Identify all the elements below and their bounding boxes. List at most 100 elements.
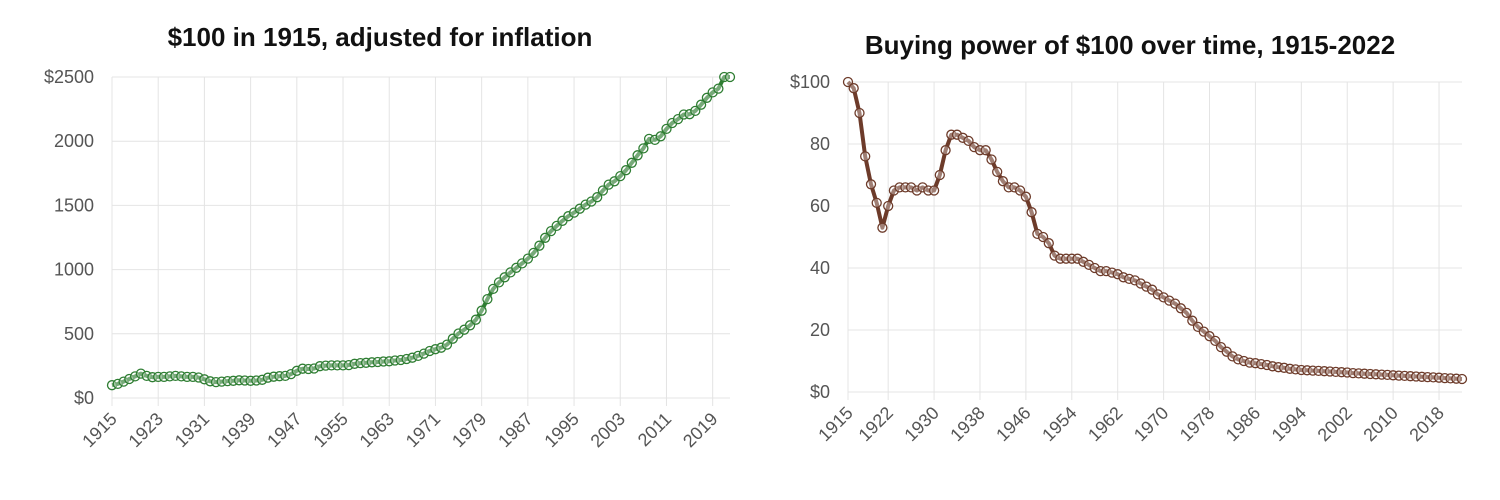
buying-power-data-point-1918[interactable]: 1918: 76 [860,151,871,162]
inflation-data-point-2016[interactable]: 2016: 2236 [690,105,701,117]
inflation-data-point-1941[interactable]: 1941: 142 [257,374,268,385]
buying-power-data-point-1931[interactable]: 1931: 70 [934,169,945,181]
inflation-data-point-1950[interactable]: 1950: 230 [308,363,320,374]
inflation-data-point-1970[interactable]: 1970: 366 [424,345,435,357]
buying-power-data-point-1922[interactable]: 1922: 60 [883,200,894,212]
inflation-data-point-2006[interactable]: 2006: 1890 [632,150,643,161]
buying-power-data-point-1939[interactable]: 1939: 78 [980,145,991,156]
inflation-data-point-1968[interactable]: 1968: 328 [412,350,424,362]
buying-power-data-point-1949[interactable]: 1949: 50 [1037,231,1049,243]
buying-power-data-point-1944[interactable]: 1944: 66 [1009,182,1020,193]
inflation-y-tick-label: 1500 [54,195,94,215]
inflation-data-point-2022[interactable]: 2022: 2720 [724,71,736,83]
inflation-data-point-1979[interactable]: 1979: 680 [476,305,487,316]
inflation-data-point-1999[interactable]: 1999: 1564 [592,192,603,203]
inflation-data-point-1971[interactable]: 1971: 380 [430,344,441,355]
inflation-data-point-2001[interactable]: 2001: 1662 [603,179,614,190]
buying-power-data-point-1948[interactable]: 1948: 51 [1032,228,1043,240]
buying-power-data-point-1916[interactable]: 1916: 98 [848,83,859,94]
buying-power-data-point-1951[interactable]: 1951: 44 [1049,250,1060,261]
inflation-data-point-1916[interactable]: 1916: 110 [112,378,123,390]
buying-power-data-point-1974[interactable]: 1974: 25.5 [1181,307,1192,319]
inflation-data-point-1978[interactable]: 1978: 610 [470,314,482,325]
buying-power-data-point-1966[interactable]: 1966: 35 [1135,278,1146,289]
buying-power-data-point-1919[interactable]: 1919: 67 [865,179,877,190]
buying-power-data-point-1923[interactable]: 1923: 65 [888,185,900,196]
buying-power-data-point-1947[interactable]: 1947: 58 [1026,207,1037,218]
buying-power-data-point-1975[interactable]: 1975: 23 [1187,315,1198,326]
buying-power-data-point-1934[interactable]: 1934: 83 [951,129,963,140]
buying-power-data-point-1937[interactable]: 1937: 79 [969,141,980,153]
buying-power-data-point-1969[interactable]: 1969: 31.5 [1152,289,1164,300]
buying-power-data-point-1983[interactable]: 1983: 10.5 [1233,354,1244,365]
buying-power-data-point-1961[interactable]: 1961: 38.5 [1106,267,1118,278]
inflation-data-point-1930[interactable]: 1930: 160 [193,372,204,383]
buying-power-data-point-1926[interactable]: 1926: 66 [905,182,917,193]
buying-power-data-point-1971[interactable]: 1971: 29.5 [1164,295,1175,306]
buying-power-data-point-1984[interactable]: 1984: 10 [1238,355,1250,367]
buying-power-data-point-1962[interactable]: 1962: 38 [1112,269,1123,280]
buying-power-data-point-1950[interactable]: 1950: 48 [1043,238,1054,249]
inflation-data-point-1990[interactable]: 1990: 1248 [540,232,551,243]
buying-power-data-point-1955[interactable]: 1955: 43 [1072,253,1083,264]
buying-power-data-point-1935[interactable]: 1935: 82 [957,132,968,143]
buying-power-data-point-1957[interactable]: 1957: 41 [1083,259,1095,271]
buying-power-data-point-1940[interactable]: 1940: 75 [986,154,997,165]
inflation-data-point-2009[interactable]: 2009: 2010 [649,134,661,146]
buying-power-data-point-1917[interactable]: 1917: 90 [854,107,865,119]
buying-power-data-point-1920[interactable]: 1920: 61 [871,197,882,209]
buying-power-data-point-1930[interactable]: 1930: 65 [928,185,940,196]
inflation-data-point-1931[interactable]: 1931: 146 [199,374,210,385]
buying-power-x-tick-label: 1962 [1084,403,1126,445]
inflation-x-tick-label: 2019 [679,409,721,451]
inflation-data-point-2010[interactable]: 2010: 2038 [655,131,666,142]
inflation-data-point-1980[interactable]: 1980: 770 [482,293,493,305]
inflation-data-point-2015[interactable]: 2015: 2210 [684,109,695,120]
inflation-data-point-2005[interactable]: 2005: 1832 [626,157,637,168]
chart-title-inflation-adjusted: $100 in 1915, adjusted for inflation [167,22,593,52]
buying-power-data-point-1956[interactable]: 1956: 42 [1078,256,1089,267]
inflation-data-point-1918[interactable]: 1918: 148 [124,373,135,385]
buying-power-data-point-1946[interactable]: 1946: 63 [1020,191,1032,202]
buying-power-x-tick-label: 1986 [1222,403,1264,445]
inflation-data-point-2004[interactable]: 2004: 1774 [620,165,632,176]
inflation-data-point-2017[interactable]: 2017: 2284 [695,99,707,110]
buying-power-x-tick-label: 2018 [1405,403,1447,445]
inflation-data-point-1967[interactable]: 1967: 314 [407,352,418,363]
buying-power-data-point-1928[interactable]: 1928: 66 [917,182,928,193]
buying-power-data-point-1915[interactable]: 1915: 100 [842,76,854,88]
buying-power-data-point-1941[interactable]: 1941: 71 [992,166,1003,178]
inflation-data-point-1947[interactable]: 1947: 212 [291,365,302,376]
inflation-data-point-1989[interactable]: 1989: 1186 [534,240,545,251]
inflation-data-point-1946[interactable]: 1946: 186 [285,368,297,380]
buying-power-data-point-1965[interactable]: 1965: 36 [1129,275,1141,286]
inflation-data-point-1945[interactable]: 1945: 172 [280,370,291,382]
inflation-data-point-1969[interactable]: 1969: 346 [418,348,430,359]
buying-power-y-tick-label: $100 [790,72,830,92]
inflation-data-point-1919[interactable]: 1919: 168 [129,371,141,382]
buying-power-data-point-1967[interactable]: 1967: 34 [1141,281,1152,292]
inflation-data-point-1972[interactable]: 1972: 392 [436,342,447,353]
inflation-data-point-1981[interactable]: 1981: 850 [488,283,499,295]
buying-power-data-point-1979[interactable]: 1979: 16.5 [1210,335,1221,347]
buying-power-data-point-1963[interactable]: 1963: 37 [1118,272,1129,283]
buying-power-data-point-1921[interactable]: 1921: 53 [877,222,888,233]
inflation-data-point-1917[interactable]: 1917: 128 [118,376,129,387]
buying-power-data-point-1936[interactable]: 1936: 81 [963,135,974,147]
buying-power-data-point-1927[interactable]: 1927: 65 [911,185,923,196]
inflation-data-point-2020[interactable]: 2020: 2410 [713,83,724,94]
buying-power-y-tick-label: 40 [810,258,830,278]
buying-power-data-point-1945[interactable]: 1945: 65 [1014,185,1026,196]
buying-power-data-point-1982[interactable]: 1982: 11.5 [1227,351,1238,362]
inflation-data-point-1994[interactable]: 1994: 1416 [563,211,574,222]
inflation-data-point-1997[interactable]: 1997: 1506 [580,199,591,210]
buying-power-data-point-1960[interactable]: 1960: 39 [1101,265,1112,277]
inflation-data-point-1988[interactable]: 1988: 1130 [528,247,539,259]
buying-power-data-point-1932[interactable]: 1932: 78 [940,145,951,156]
buying-power-data-point-1958[interactable]: 1958: 40 [1089,262,1100,274]
buying-power-data-point-2022[interactable]: 2022: 4.2 [1456,373,1468,385]
inflation-data-point-1920[interactable]: 1920: 190 [135,368,147,379]
inflation-data-point-2007[interactable]: 2007: 1944 [638,143,649,154]
buying-power-data-point-1942[interactable]: 1942: 68 [997,176,1009,187]
buying-power-data-point-1970[interactable]: 1970: 30.5 [1158,292,1169,303]
